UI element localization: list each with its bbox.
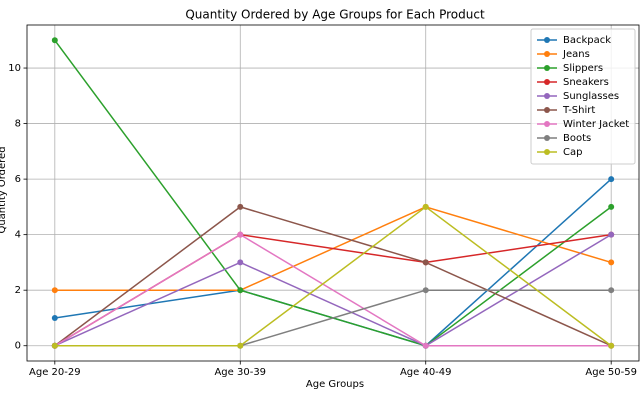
y-tick-label: 10 bbox=[8, 63, 21, 74]
legend-marker bbox=[544, 65, 550, 71]
series-line bbox=[54, 289, 612, 347]
x-tick-label: Age 50-59 bbox=[585, 367, 637, 378]
legend-marker bbox=[544, 121, 550, 127]
y-tick-label: 0 bbox=[15, 341, 21, 352]
data-point bbox=[51, 287, 58, 294]
data-point bbox=[608, 342, 615, 349]
legend-marker bbox=[544, 79, 550, 85]
legend-label: Backpack bbox=[563, 35, 611, 46]
legend-marker bbox=[544, 107, 550, 113]
data-point bbox=[51, 314, 58, 321]
data-point bbox=[422, 342, 429, 349]
data-point bbox=[51, 342, 58, 349]
legend-label: Jeans bbox=[562, 49, 590, 60]
legend-marker bbox=[544, 135, 550, 141]
series-line bbox=[54, 39, 612, 347]
series-line bbox=[54, 206, 612, 347]
data-point bbox=[237, 342, 244, 349]
data-point bbox=[237, 231, 244, 238]
x-tick-label: Age 20-29 bbox=[29, 367, 81, 378]
y-tick-label: 6 bbox=[15, 174, 21, 185]
series-line bbox=[54, 205, 612, 347]
data-point bbox=[608, 287, 615, 294]
data-point bbox=[237, 203, 244, 210]
legend-label: Boots bbox=[563, 133, 591, 144]
legend-box bbox=[530, 28, 636, 165]
x-tick-label: Age 40-49 bbox=[400, 367, 452, 378]
legend-marker bbox=[544, 149, 550, 155]
data-point bbox=[608, 231, 615, 238]
legend-marker bbox=[544, 37, 550, 43]
legend-label: Sneakers bbox=[563, 77, 609, 88]
data-point bbox=[608, 176, 615, 183]
y-tick-label: 2 bbox=[15, 285, 21, 296]
y-axis-label: Quantity Ordered bbox=[0, 146, 8, 233]
x-axis-label: Age Groups bbox=[306, 379, 364, 390]
data-point bbox=[237, 259, 244, 266]
data-point bbox=[237, 287, 244, 294]
data-point bbox=[422, 259, 429, 266]
legend-label: Slippers bbox=[563, 63, 603, 74]
legend-label: Sunglasses bbox=[563, 91, 619, 102]
plot-frame bbox=[26, 24, 640, 362]
series-line bbox=[54, 178, 612, 347]
data-point bbox=[608, 203, 615, 210]
legend-label: Cap bbox=[563, 147, 582, 158]
data-point bbox=[51, 37, 58, 44]
legend-label: Winter Jacket bbox=[563, 119, 629, 130]
legend-marker bbox=[544, 93, 550, 99]
y-tick-label: 8 bbox=[15, 119, 21, 130]
data-point bbox=[422, 203, 429, 210]
data-point bbox=[422, 287, 429, 294]
legend-label: T-Shirt bbox=[562, 105, 595, 116]
y-tick-label: 4 bbox=[15, 230, 21, 241]
x-tick-label: Age 30-39 bbox=[214, 367, 266, 378]
data-point bbox=[608, 259, 615, 266]
chart-title: Quantity Ordered by Age Groups for Each … bbox=[185, 8, 485, 22]
legend-marker bbox=[544, 51, 550, 57]
series-line bbox=[54, 233, 612, 347]
